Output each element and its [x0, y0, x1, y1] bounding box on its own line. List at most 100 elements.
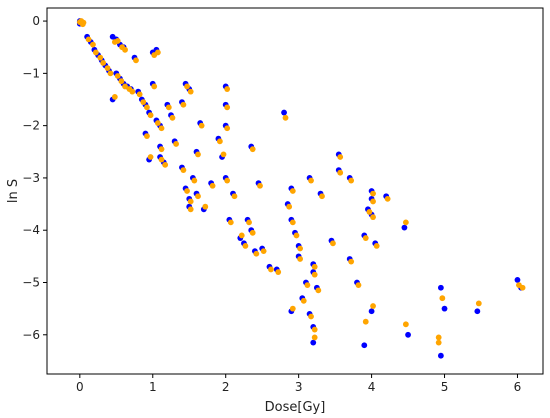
data-point-series-2 [133, 57, 139, 64]
data-point-series-2 [224, 125, 231, 132]
data-point-series-2 [311, 271, 318, 278]
x-tick-label: 3 [295, 380, 303, 394]
y-tick-label: −1 [22, 66, 40, 80]
y-axis-label: ln S [6, 179, 21, 203]
y-tick-label: −4 [22, 223, 40, 237]
data-point-series-2 [114, 38, 121, 44]
data-point-series-1 [437, 352, 444, 359]
data-point-series-2 [257, 182, 263, 189]
data-point-series-2 [104, 65, 111, 72]
data-point-series-2 [195, 151, 201, 158]
data-point-series-2 [173, 141, 180, 147]
data-point-series-2 [224, 104, 231, 111]
data-point-series-2 [362, 235, 369, 241]
data-point-series-2 [195, 193, 201, 200]
y-tick-label: −3 [22, 171, 40, 185]
y-tick-label: −5 [22, 276, 40, 290]
data-point-series-2 [293, 232, 300, 239]
x-tick-label: 2 [222, 380, 230, 394]
data-point-series-2 [187, 198, 194, 205]
data-point-series-2 [180, 101, 187, 108]
data-point-series-2 [308, 313, 314, 320]
y-tick-label: 0 [32, 14, 40, 28]
data-point-series-2 [439, 295, 446, 302]
data-point-series-2 [275, 269, 282, 275]
data-point-series-2 [209, 182, 216, 189]
data-point-series-2 [154, 49, 161, 56]
x-tick-label: 0 [76, 380, 84, 394]
data-point-series-2 [246, 219, 252, 226]
data-point-series-2 [435, 334, 442, 341]
data-point-series-2 [140, 99, 147, 106]
data-point-series-2 [242, 243, 249, 249]
data-point-series-1 [401, 224, 408, 231]
data-point-series-2 [373, 243, 380, 249]
data-point-series-2 [118, 78, 125, 85]
data-point-series-2 [249, 229, 256, 236]
data-point-series-1 [441, 305, 448, 312]
data-point-series-2 [315, 287, 322, 294]
data-point-series-2 [370, 214, 376, 221]
data-point-series-2 [370, 190, 376, 197]
data-point-series-2 [90, 41, 96, 48]
data-point-series-1 [310, 339, 317, 346]
data-point-series-1 [474, 308, 481, 315]
data-point-series-2 [151, 83, 158, 90]
data-point-series-2 [107, 70, 114, 77]
x-tick-label: 4 [368, 380, 376, 394]
data-point-series-2 [187, 206, 194, 213]
data-point-series-2 [311, 326, 318, 333]
data-point-series-2 [162, 161, 169, 168]
data-point-series-1 [281, 109, 287, 116]
data-point-series-2 [366, 209, 373, 215]
data-point-series-2 [136, 91, 143, 98]
data-point-series-2 [286, 203, 293, 210]
data-point-series-2 [384, 195, 391, 202]
data-point-series-2 [348, 177, 355, 184]
data-point-series-2 [300, 297, 307, 304]
data-point-series-2 [187, 88, 194, 95]
data-point-series-1 [514, 276, 521, 283]
data-point-series-2 [92, 49, 99, 56]
data-point-series-2 [147, 154, 154, 160]
y-axis: 0 −1 −2 −3 −4 −5 −6 [22, 14, 47, 342]
data-point-series-2 [297, 245, 304, 252]
data-point-series-2 [231, 193, 238, 200]
data-point-series-2 [268, 266, 274, 273]
y-tick-label: −2 [22, 119, 40, 133]
data-point-series-2 [111, 93, 118, 100]
data-point-series-2 [370, 198, 376, 205]
data-point-series-2 [402, 321, 409, 328]
data-point-series-2 [311, 334, 318, 341]
data-point-series-2 [319, 193, 325, 200]
data-point-series-2 [202, 203, 209, 210]
data-point-series-2 [122, 83, 128, 90]
data-point-series-2 [227, 219, 234, 226]
x-axis-label: Dose[Gy] [265, 400, 326, 415]
data-point-series-2 [158, 156, 165, 163]
data-point-series-2 [475, 300, 482, 307]
data-point-series-2 [144, 104, 150, 111]
data-point-series-2 [308, 177, 314, 184]
x-tick-label: 1 [149, 380, 157, 394]
data-point-series-2 [158, 146, 165, 153]
data-point-series-2 [154, 120, 161, 126]
data-point-series-2 [337, 154, 344, 160]
data-point-series-2 [311, 263, 318, 270]
data-point-series-1 [405, 331, 411, 338]
data-point-series-2 [198, 122, 205, 129]
data-point-series-2 [147, 112, 154, 119]
data-point-series-2 [402, 219, 409, 226]
data-point-series-2 [282, 114, 289, 121]
data-point-series-2 [304, 282, 311, 289]
data-point-series-2 [289, 188, 296, 194]
data-point-series-2 [289, 219, 296, 226]
data-point-series-2 [337, 169, 344, 176]
data-point-series-1 [361, 342, 368, 349]
points-layer [76, 18, 526, 359]
data-point-series-2 [184, 83, 190, 90]
data-point-series-2 [297, 256, 304, 262]
data-point-series-1 [437, 284, 444, 291]
data-point-series-2 [97, 54, 104, 61]
